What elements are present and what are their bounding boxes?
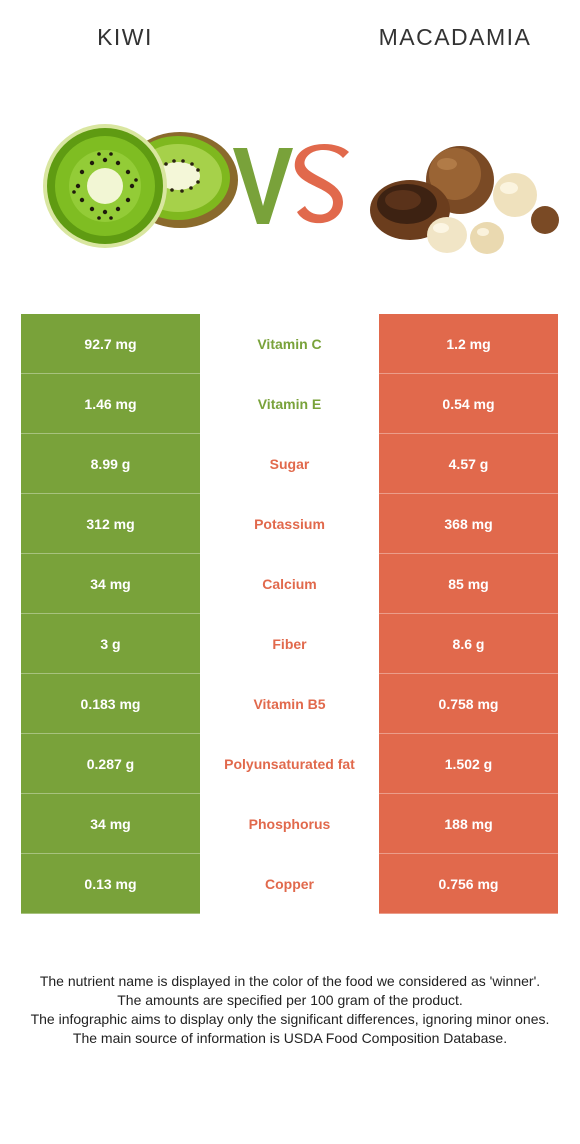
right-value: 0.756 mg [379,854,558,914]
left-value: 312 mg [21,494,200,554]
footnote-line-3: The infographic aims to display only the… [30,1011,550,1027]
nutrient-name: Vitamin C [200,314,379,374]
left-food-title: KIWI [97,24,153,50]
table-row: 0.13 mg Copper 0.756 mg [21,854,558,914]
food-images [0,120,580,260]
left-value: 0.13 mg [21,854,200,914]
right-value: 368 mg [379,494,558,554]
right-value: 8.6 g [379,614,558,674]
left-value: 1.46 mg [21,374,200,434]
right-value: 1.502 g [379,734,558,794]
right-value: 0.54 mg [379,374,558,434]
table-row: 3 g Fiber 8.6 g [21,614,558,674]
left-value: 3 g [21,614,200,674]
nutrient-name: Vitamin B5 [200,674,379,734]
footnote-line-1: The nutrient name is displayed in the co… [39,973,541,989]
table-row: 34 mg Calcium 85 mg [21,554,558,614]
table-row: 312 mg Potassium 368 mg [21,494,558,554]
table-row: 0.183 mg Vitamin B5 0.758 mg [21,674,558,734]
nutrient-name: Phosphorus [200,794,379,854]
left-value: 34 mg [21,794,200,854]
macadamia-image [370,146,559,254]
nutrient-name: Fiber [200,614,379,674]
table-row: 8.99 g Sugar 4.57 g [21,434,558,494]
nutrient-name: Polyunsaturated fat [200,734,379,794]
right-value: 0.758 mg [379,674,558,734]
right-value: 4.57 g [379,434,558,494]
right-value: 188 mg [379,794,558,854]
nutrient-name: Potassium [200,494,379,554]
table-row: 1.46 mg Vitamin E 0.54 mg [21,374,558,434]
footnote-line-4: The main source of information is USDA F… [72,1030,508,1046]
left-value: 34 mg [21,554,200,614]
nutrient-name: Sugar [200,434,379,494]
left-value: 0.287 g [21,734,200,794]
comparison-table: 92.7 mg Vitamin C 1.2 mg 1.46 mg Vitamin E 0.… [21,314,558,914]
nutrient-name: Copper [200,854,379,914]
kiwi-image [43,124,238,248]
left-value: 8.99 g [21,434,200,494]
nutrient-name: Calcium [200,554,379,614]
table-row: 92.7 mg Vitamin C 1.2 mg [21,314,558,374]
table-row: 34 mg Phosphorus 188 mg [21,794,558,854]
right-food-title: MACADAMIA [378,24,532,50]
table-row: 0.287 g Polyunsaturated fat 1.502 g [21,734,558,794]
left-value: 92.7 mg [21,314,200,374]
footnote-line-2: The amounts are specified per 100 gram o… [117,992,463,1008]
right-value: 1.2 mg [379,314,558,374]
left-value: 0.183 mg [21,674,200,734]
nutrient-name: Vitamin E [200,374,379,434]
vs-mark [233,143,349,224]
right-value: 85 mg [379,554,558,614]
footnote: The nutrient name is displayed in the co… [20,972,560,1048]
